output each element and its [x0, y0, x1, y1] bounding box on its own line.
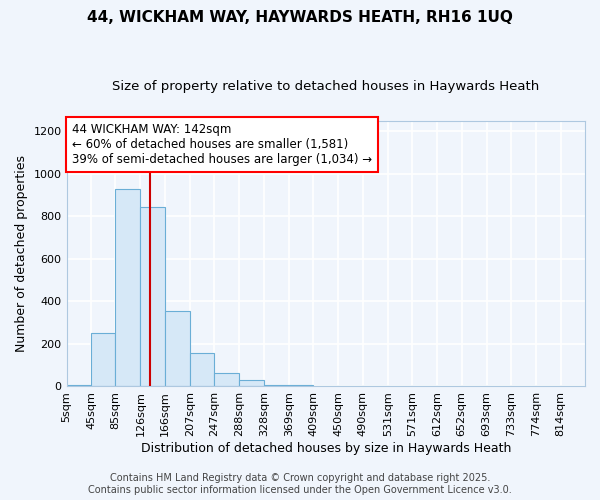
Bar	[115, 188, 140, 386]
Text: 44, WICKHAM WAY, HAYWARDS HEATH, RH16 1UQ: 44, WICKHAM WAY, HAYWARDS HEATH, RH16 1U…	[87, 10, 513, 25]
Bar	[214, 372, 239, 386]
Y-axis label: Number of detached properties: Number of detached properties	[15, 155, 28, 352]
Bar	[165, 311, 190, 386]
Bar	[239, 380, 264, 386]
X-axis label: Distribution of detached houses by size in Haywards Heath: Distribution of detached houses by size …	[140, 442, 511, 455]
Bar	[140, 206, 165, 386]
Bar	[190, 354, 214, 386]
Text: 44 WICKHAM WAY: 142sqm
← 60% of detached houses are smaller (1,581)
39% of semi-: 44 WICKHAM WAY: 142sqm ← 60% of detached…	[72, 123, 372, 166]
Title: Size of property relative to detached houses in Haywards Heath: Size of property relative to detached ho…	[112, 80, 539, 93]
Bar	[91, 334, 115, 386]
Text: Contains HM Land Registry data © Crown copyright and database right 2025.
Contai: Contains HM Land Registry data © Crown c…	[88, 474, 512, 495]
